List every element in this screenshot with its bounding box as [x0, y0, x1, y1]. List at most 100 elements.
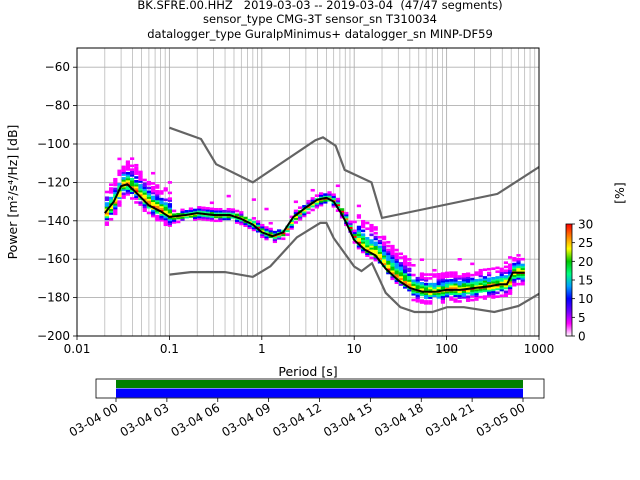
ppsd-cell [109, 189, 114, 192]
ppsd-cell [113, 177, 118, 181]
ppsd-cell [419, 283, 425, 287]
ppsd-cell [142, 209, 147, 212]
ppsd-cell [474, 292, 479, 296]
ppsd-cell [251, 226, 257, 230]
ppsd-cell [142, 182, 147, 186]
ppsd-cell [482, 279, 488, 283]
ppsd-cell [520, 257, 525, 261]
ppsd-cell [235, 209, 240, 213]
ppsd-cell [260, 229, 265, 233]
ppsd-cell [134, 172, 139, 175]
ppsd-cell [453, 300, 458, 303]
ppsd-cell [411, 292, 416, 296]
ppsd-cell [134, 163, 139, 167]
ppsd-cell [407, 281, 412, 284]
ppsd-cell [495, 266, 500, 270]
ppsd-cell [159, 207, 164, 211]
ppsd-cell [516, 261, 521, 265]
ppsd-cell [356, 229, 362, 233]
ppsd-cell [487, 267, 492, 271]
ppsd-cell [453, 280, 458, 284]
ppsd-cell [113, 193, 118, 196]
ppsd-cell [390, 267, 395, 271]
ppsd-cell [121, 179, 126, 182]
ppsd-cell [230, 212, 236, 215]
ppsd-cell [226, 207, 231, 211]
ppsd-cell [474, 279, 479, 282]
ppsd-cell [495, 276, 500, 279]
ppsd-cell [247, 226, 252, 230]
ppsd-cell [293, 221, 299, 224]
ppsd-cell [243, 222, 248, 226]
ppsd-cell [419, 291, 425, 295]
ppsd-cell [508, 284, 513, 288]
ppsd-cell [151, 182, 156, 185]
ppsd-cell [155, 201, 160, 205]
ppsd-cell [415, 280, 420, 284]
ppsd-cell [361, 221, 366, 225]
ppsd-cell [415, 284, 420, 288]
ppsd-cell [134, 185, 139, 189]
ppsd-cell [474, 294, 479, 297]
ppsd-cell [457, 282, 462, 286]
ppsd-cell [138, 197, 143, 201]
ppsd-cell [356, 231, 362, 235]
ppsd-cell [373, 235, 378, 239]
ppsd-cell [386, 264, 391, 267]
ppsd-cell [247, 224, 252, 228]
ppsd-cell [419, 272, 425, 276]
ppsd-cell [201, 218, 206, 221]
ppsd-cell [512, 266, 517, 270]
ppsd-cell [499, 294, 504, 298]
ppsd-cell [398, 271, 404, 275]
ppsd-cell [226, 194, 231, 198]
ppsd-cell [138, 184, 143, 187]
ppsd-cell [419, 274, 425, 277]
ppsd-cell [125, 171, 131, 175]
ppsd-cell [344, 213, 349, 217]
y-tick-label: −80 [45, 99, 70, 113]
ppsd-cell [432, 273, 437, 276]
ppsd-cell [319, 203, 324, 207]
ppsd-cell [403, 272, 408, 276]
ppsd-cell [159, 197, 164, 201]
ppsd-cell [277, 235, 282, 238]
ppsd-cell [365, 252, 370, 256]
ppsd-cell [155, 216, 160, 220]
ppsd-cell [163, 204, 168, 207]
ppsd-cell [172, 213, 177, 217]
ppsd-cell [436, 282, 441, 286]
ppsd-cell [226, 209, 231, 213]
ppsd-cell [121, 171, 126, 174]
ppsd-cell [146, 198, 152, 201]
ppsd-cell [361, 229, 366, 233]
ppsd-cell [478, 270, 483, 274]
ppsd-cell [272, 232, 278, 236]
ppsd-cell [260, 225, 265, 229]
ppsd-cell [264, 226, 269, 229]
ppsd-cell [398, 273, 404, 277]
ppsd-cell [491, 276, 496, 280]
ppsd-cell [398, 262, 404, 265]
ppsd-cell [449, 298, 454, 301]
ppsd-cell [369, 239, 374, 242]
ppsd-cell [361, 233, 366, 236]
ppsd-cell [125, 175, 131, 179]
ppsd-cell [440, 301, 446, 304]
ppsd-cell [113, 189, 118, 193]
ppsd-cell [348, 224, 353, 227]
ppsd-cell [495, 278, 500, 281]
ppsd-cell [289, 223, 294, 226]
ppsd-cell [356, 216, 362, 219]
ppsd-cell [197, 213, 202, 217]
ppsd-cell [230, 208, 236, 211]
ppsd-cell [151, 210, 156, 214]
ppsd-cell [167, 208, 173, 212]
ppsd-cell [508, 273, 513, 276]
ppsd-cell [222, 209, 227, 213]
ppsd-cell [159, 199, 164, 203]
ppsd-cell [201, 216, 206, 219]
ppsd-cell [314, 203, 320, 207]
ppsd-cell [516, 259, 521, 263]
ppsd-cell [323, 199, 328, 202]
